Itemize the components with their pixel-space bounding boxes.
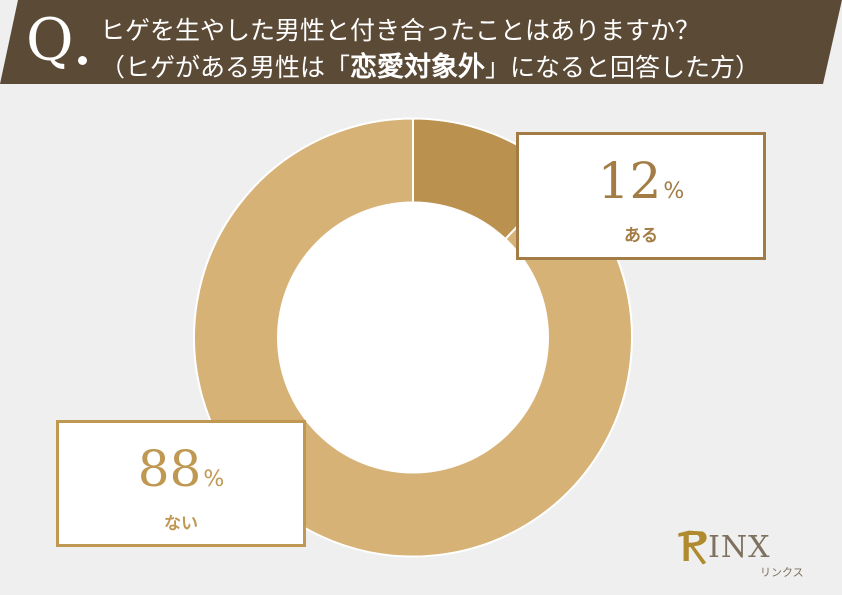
banner-background [0, 0, 842, 84]
question-line-2: （ヒゲがある男性は「恋愛対象外」になると回答した方） [100, 45, 760, 84]
question-line-2-post: 」になると回答した方） [485, 53, 761, 82]
donut-hole [277, 201, 549, 474]
label-yes: ある [624, 226, 658, 246]
percent-yes: 12% [519, 153, 763, 220]
brush-r-icon [678, 530, 707, 565]
callout-yes: 12% ある [516, 132, 766, 260]
percent-no-unit: % [203, 467, 225, 492]
question-line-1: ヒゲを生やした男性と付き合ったことはありますか？ [100, 16, 701, 45]
q-dot-icon [78, 56, 87, 65]
q-mark: Q [26, 6, 74, 74]
question-emphasis: 恋愛対象外 [350, 52, 486, 83]
callout-no: 88% ない [56, 420, 306, 547]
question-line-2-pre: （ヒゲがある男性は「 [100, 53, 351, 82]
percent-yes-unit: % [663, 179, 685, 204]
logo-text: INX [708, 530, 771, 565]
percent-yes-value: 12 [597, 152, 662, 210]
label-no: ない [164, 514, 198, 534]
logo-subtext: リンクス [760, 566, 804, 579]
logo-wordmark: INX [708, 530, 770, 565]
percent-no: 88% [59, 441, 303, 508]
question-banner: Q ヒゲを生やした男性と付き合ったことはありますか？ （ヒゲがある男性は「恋愛対… [0, 0, 842, 84]
rinx-logo: INX リンクス [676, 526, 826, 582]
percent-no-value: 88 [137, 440, 202, 498]
